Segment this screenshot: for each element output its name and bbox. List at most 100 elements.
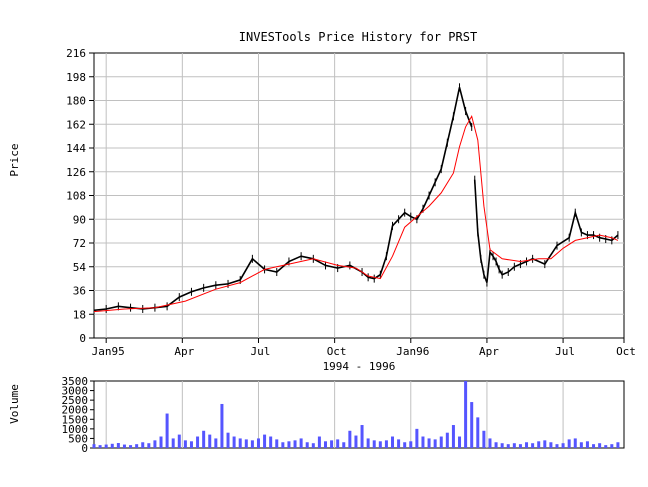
- volume-bar: [592, 444, 596, 448]
- volume-bar: [500, 443, 504, 448]
- volume-bar: [525, 442, 529, 448]
- volume-bar: [512, 443, 516, 448]
- price-y-tick-label: 126: [66, 166, 86, 179]
- price-line: [473, 179, 619, 283]
- price-y-tick-label: 36: [73, 285, 86, 298]
- volume-bar: [518, 444, 522, 448]
- volume-bar: [488, 438, 492, 448]
- volume-bar: [470, 402, 474, 448]
- volume-bar: [171, 438, 175, 448]
- volume-bars-group: [92, 381, 620, 448]
- volume-bar: [354, 435, 358, 448]
- volume-bar: [360, 425, 364, 448]
- volume-bar: [616, 442, 620, 448]
- volume-y-tick-label: 1000: [62, 423, 89, 436]
- volume-y-tick-label: 1500: [62, 413, 89, 426]
- price-x-tick-label: Apr: [479, 345, 499, 358]
- volume-bar: [372, 440, 376, 448]
- volume-bar: [537, 441, 541, 448]
- volume-bar: [573, 438, 577, 448]
- volume-bar: [275, 439, 279, 448]
- price-y-tick-label: 18: [73, 308, 86, 321]
- volume-bar: [110, 443, 114, 448]
- volume-bar: [250, 440, 254, 448]
- volume-bar: [585, 441, 589, 448]
- volume-bar: [579, 442, 583, 448]
- volume-bar: [263, 434, 267, 448]
- volume-bar: [287, 441, 291, 448]
- volume-bar: [98, 445, 102, 448]
- price-y-tick-label: 198: [66, 71, 86, 84]
- price-y-tick-label: 0: [79, 332, 86, 345]
- price-y-ticks: 0 18 36 54 72 90 108 126 144 162 180 198 216: [66, 47, 94, 345]
- volume-bar: [256, 438, 260, 448]
- volume-bar: [549, 442, 553, 448]
- price-y-tick-label: 54: [73, 261, 87, 274]
- volume-bar: [378, 441, 382, 448]
- volume-bar: [104, 444, 108, 448]
- price-y-tick-label: 72: [73, 237, 86, 250]
- price-x-tick-label: Apr: [174, 345, 194, 358]
- price-x-tick-label: Oct: [327, 345, 347, 358]
- volume-bar: [311, 443, 315, 448]
- price-y-tick-label: 162: [66, 118, 86, 131]
- volume-bar: [610, 444, 614, 448]
- volume-bar: [141, 442, 145, 448]
- price-y-tick-label: 144: [66, 142, 86, 155]
- volume-y-axis-label: Volume: [8, 384, 21, 424]
- volume-bar: [439, 436, 443, 448]
- volume-bar: [330, 440, 334, 448]
- price-x-tick-label: Jul: [555, 345, 575, 358]
- volume-bar: [598, 443, 602, 448]
- volume-bar: [531, 443, 535, 448]
- volume-bar: [293, 440, 297, 448]
- volume-bar: [269, 436, 273, 448]
- volume-bar: [196, 436, 200, 448]
- volume-plot-frame: [93, 380, 625, 449]
- volume-bar: [281, 442, 285, 448]
- volume-bar: [92, 444, 96, 448]
- volume-bar: [299, 438, 303, 448]
- price-x-tick-label: Jul: [251, 345, 271, 358]
- volume-bar: [122, 444, 126, 448]
- volume-bar: [336, 439, 340, 448]
- x-axis-label: 1994 - 1996: [323, 360, 396, 373]
- volume-bar: [305, 442, 309, 448]
- volume-bar: [317, 436, 321, 448]
- volume-bar: [366, 438, 370, 448]
- volume-bar: [147, 443, 151, 448]
- volume-bar: [183, 440, 187, 448]
- price-series-group: [93, 83, 619, 315]
- volume-y-tick-label: 0: [81, 442, 88, 455]
- volume-bar: [415, 428, 419, 448]
- volume-bar: [397, 439, 401, 448]
- volume-bar: [451, 425, 455, 448]
- volume-bar: [159, 436, 163, 448]
- price-y-tick-label: 108: [66, 190, 86, 203]
- volume-bar: [348, 430, 352, 448]
- volume-bar: [555, 444, 559, 448]
- volume-bar: [208, 434, 212, 448]
- volume-bar: [482, 430, 486, 448]
- volume-bar: [567, 439, 571, 448]
- volume-bar: [214, 438, 218, 448]
- volume-bar: [445, 432, 449, 448]
- price-x-tick-label: Jan95: [92, 345, 125, 358]
- volume-bar: [153, 440, 157, 448]
- volume-bar: [244, 439, 248, 448]
- price-y-tick-label: 90: [73, 213, 86, 226]
- volume-bar: [177, 434, 181, 448]
- volume-bar: [384, 440, 388, 448]
- volume-bar: [116, 443, 120, 448]
- volume-bar: [232, 436, 236, 448]
- volume-grid: [105, 381, 564, 448]
- volume-bar: [135, 444, 139, 448]
- volume-y-tick-label: 3500: [62, 375, 89, 388]
- volume-bar: [506, 444, 510, 448]
- volume-bar: [189, 441, 193, 448]
- volume-bar: [421, 436, 425, 448]
- volume-y-tick-label: 2500: [62, 394, 89, 407]
- price-y-tick-label: 216: [66, 47, 86, 60]
